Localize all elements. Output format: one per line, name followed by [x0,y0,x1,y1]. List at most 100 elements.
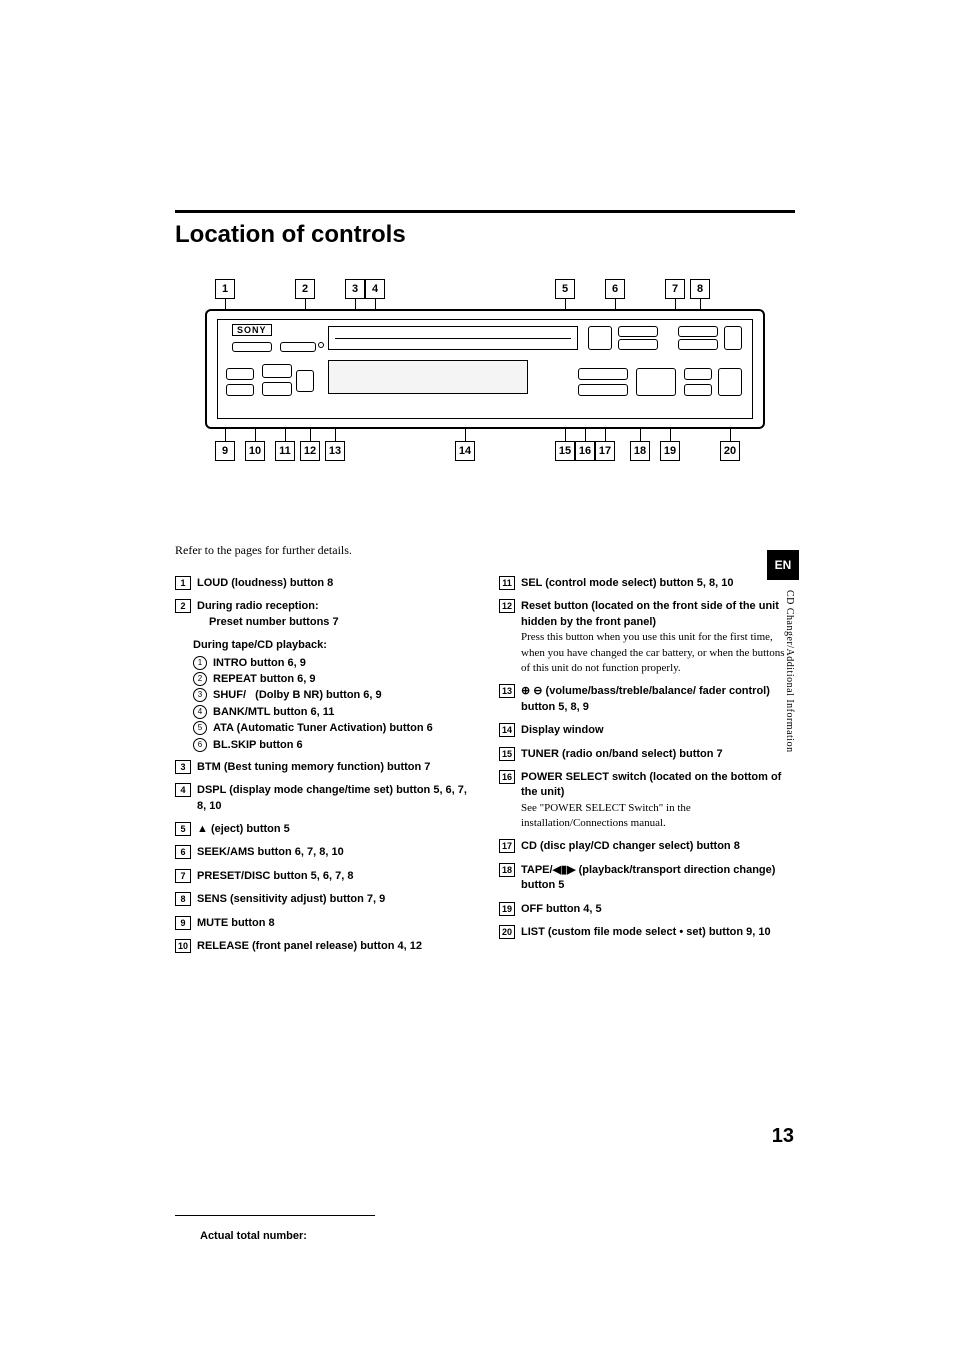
callout-10: 10 [245,441,265,461]
left-column: 1 LOUD (loudness) button 8 2During radio r… [175,576,471,962]
list-button-icon [684,384,712,396]
sub-item: 1INTRO button 6, 9 [193,656,471,671]
list-item-3: 3 BTM (Best tuning memory function) butto… [175,760,471,775]
item-number: 1 [175,576,191,590]
preset-button-icon [280,342,316,352]
item-text: BTM (Best tuning memory function) button… [197,760,471,775]
item-text: OFF button 4, 5 [521,902,795,917]
cassette-slot [328,326,578,350]
callout-9: 9 [215,441,235,461]
sub-text: INTRO button 6, 9 [213,656,306,671]
cd-button-icon [578,384,628,396]
end-button-icon [718,368,742,396]
language-tab: EN [767,550,799,580]
item-text: PRESET/DISC button 5, 6, 7, 8 [197,869,471,884]
item-number: 10 [175,939,191,953]
sub-item: 2 REPEAT button 6, 9 [193,672,471,687]
sub-number: 3 [193,688,207,702]
list-item-2: 2During radio reception:Preset number bu… [175,599,471,630]
item-number: 16 [499,770,515,784]
callout-14: 14 [455,441,475,461]
sub-item: 3 SHUF/ (Dolby B NR) button 6, 9 [193,688,471,703]
brand-label: SONY [232,324,272,336]
top-callouts: 12345678 [205,279,765,309]
sub-item: 6BL.SKIP button 6 [193,738,471,753]
item-number: 7 [175,869,191,883]
footer-text: Actual total number: [200,1230,307,1242]
item-number: 13 [499,684,515,698]
section-side-label: CD Changer/Additional Information [784,590,795,753]
sub-text: ATA (Automatic Tuner Activation) button … [213,721,433,736]
callout-4: 4 [365,279,385,299]
item-text: LOUD (loudness) button 8 [197,576,471,591]
bottom-callouts: 91011121314151617181920 [205,433,765,463]
item-text: MUTE button 8 [197,916,471,931]
release-button-icon [226,384,254,396]
mute-button-icon [226,368,254,380]
callout-15: 15 [555,441,575,461]
intro-text: Refer to the pages for further details. [175,543,795,558]
callout-3: 3 [345,279,365,299]
title-rule [175,210,795,213]
item-text: SENS (sensitivity adjust) button 7, 9 [197,892,471,907]
seek-minus-icon [618,326,658,337]
sub-item: 5ATA (Automatic Tuner Activation) button… [193,721,471,736]
list-item-7: 7 PRESET/DISC button 5, 6, 7, 8 [175,869,471,884]
tuner-button-icon [578,368,628,380]
item-number: 17 [499,839,515,853]
sub-text: REPEAT button 6, 9 [213,672,315,687]
list-item-9: 9MUTE button 8 [175,916,471,931]
sub-item: 4BANK/MTL button 6, 11 [193,705,471,720]
page-title: Location of controls [175,221,795,249]
list-item-15: 15TUNER (radio on/band select) button 7 [499,747,795,762]
tape-button-icon [636,368,676,396]
item-number: 14 [499,723,515,737]
item-text: ⊕ ⊖ (volume/bass/treble/balance/ fader c… [521,684,795,715]
list-item-18: 18TAPE/◀▮▶ (playback/transport direction… [499,863,795,894]
callout-13: 13 [325,441,345,461]
item-number: 19 [499,902,515,916]
callout-12: 12 [300,441,320,461]
footer-rule [175,1215,375,1216]
item-number: 2 [175,599,191,613]
callout-7: 7 [665,279,685,299]
item-number: 3 [175,760,191,774]
page-number: 13 [772,1125,794,1148]
item-text: RELEASE (front panel release) button 4, … [197,939,471,954]
page-content: Location of controls 12345678 SONY [175,210,795,962]
callout-2: 2 [295,279,315,299]
device-inner: SONY [217,319,753,419]
sub-number: 2 [193,672,207,686]
seek-plus-icon [678,326,718,337]
item-text: ▲ (eject) button 5 [197,822,471,837]
sub-list: During tape/CD playback:1INTRO button 6,… [193,638,471,753]
item-number: 8 [175,892,191,906]
item-number: 5 [175,822,191,836]
list-item-8: 8 SENS (sensitivity adjust) button 7, 9 [175,892,471,907]
sub-number: 6 [193,738,207,752]
list-item-6: 6SEEK/AMS button 6, 7, 8, 10 [175,845,471,860]
list-item-14: 14Display window [499,723,795,738]
item-text: SEL (control mode select) button 5, 8, 1… [521,576,795,591]
list-item-17: 17 CD (disc play/CD changer select) butto… [499,839,795,854]
list-item-1: 1 LOUD (loudness) button 8 [175,576,471,591]
item-text: TAPE/◀▮▶ (playback/transport direction c… [521,863,795,894]
reset-dot-icon [318,342,324,348]
list-item-13: 13 ⊕ ⊖ (volume/bass/treble/balance/ fader… [499,684,795,715]
callout-11: 11 [275,441,295,461]
device-outline: SONY [205,309,765,429]
vol-plus-icon [296,370,314,392]
item-number: 12 [499,599,515,613]
callout-5: 5 [555,279,575,299]
item-number: 15 [499,747,515,761]
right-column: 11SEL (control mode select) button 5, 8,… [499,576,795,962]
sub-text: SHUF/ (Dolby B NR) button 6, 9 [213,688,382,703]
callout-16: 16 [575,441,595,461]
item-text: CD (disc play/CD changer select) button … [521,839,795,854]
item-text: SEEK/AMS button 6, 7, 8, 10 [197,845,471,860]
callout-8: 8 [690,279,710,299]
callout-20: 20 [720,441,740,461]
sub-number: 4 [193,705,207,719]
item-text: POWER SELECT switch (located on the bott… [521,770,795,832]
item-text: LIST (custom file mode select • set) but… [521,925,795,940]
